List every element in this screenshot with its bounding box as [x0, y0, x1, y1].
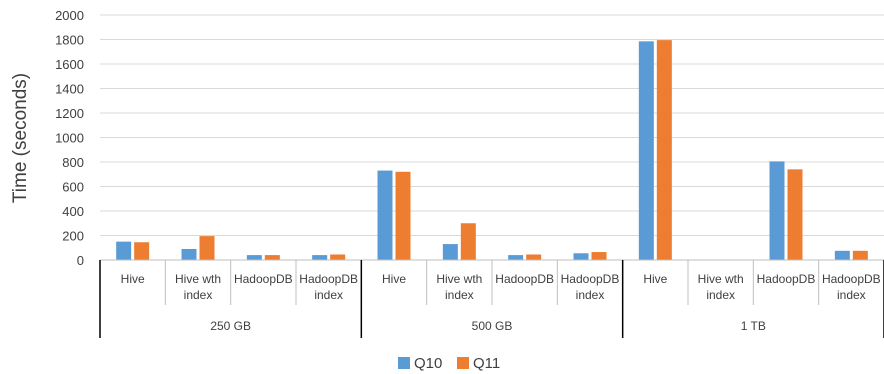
y-axis-ticks: 0 200 400 600 800 1000 1200 1400 1600 1800 2000	[55, 8, 84, 268]
bar-q10	[769, 161, 785, 260]
bar-q10	[834, 250, 850, 260]
bar-q10	[573, 253, 589, 260]
bar-q10	[508, 255, 524, 260]
bar-q11	[199, 236, 215, 260]
x-group-label: 500 GB	[472, 319, 513, 333]
y-tick-label: 0	[77, 253, 84, 268]
x-category-label: HadoopDB	[234, 272, 293, 286]
x-axis: Hive Hive wth index HadoopDB HadoopDB index 25…	[99, 259, 884, 338]
x-category-label: Hive wth index	[698, 272, 744, 302]
bar-q10	[246, 255, 262, 260]
x-category-label: Hive	[643, 272, 667, 286]
legend-swatch-q10	[398, 357, 410, 369]
y-tick-label: 1200	[55, 106, 84, 121]
y-axis-label: Time (seconds)	[10, 73, 31, 203]
y-tick-label: 1600	[55, 57, 84, 72]
bar-q10	[312, 255, 328, 260]
y-tick-label: 1000	[55, 131, 84, 146]
y-tick-label: 1800	[55, 33, 84, 48]
y-tick-label: 800	[62, 155, 84, 170]
bar-q10	[377, 170, 393, 260]
x-category-label: Hive wth index	[436, 272, 482, 302]
legend: Q10 Q11	[398, 355, 500, 372]
y-tick-label: 2000	[55, 8, 84, 23]
y-tick-label: 1400	[55, 82, 84, 97]
bar-q10	[638, 41, 654, 261]
y-tick-label: 400	[62, 204, 84, 219]
x-category-label: Hive	[121, 272, 145, 286]
y-tick-label: 200	[62, 229, 84, 244]
y-tick-label: 600	[62, 180, 84, 195]
bar-q11	[134, 242, 150, 260]
bars	[116, 40, 868, 261]
bar-q10	[181, 248, 197, 260]
bar-q10	[442, 244, 458, 260]
x-category-label: HadoopDB	[757, 272, 816, 286]
bar-q11	[526, 254, 542, 260]
gridlines	[100, 14, 884, 261]
x-category-label: HadoopDB index	[822, 272, 881, 302]
x-category-label: Hive	[382, 272, 406, 286]
bar-q11	[591, 252, 607, 260]
bar-q10	[116, 241, 132, 260]
bar-q11	[330, 254, 346, 260]
x-category-label: HadoopDB index	[561, 272, 620, 302]
x-category-label: HadoopDB	[495, 272, 554, 286]
x-group-label: 250 GB	[210, 319, 251, 333]
x-category-label: Hive wth index	[175, 272, 221, 302]
legend-swatch-q11	[457, 357, 469, 369]
legend-label-q11: Q11	[473, 355, 500, 372]
bar-q11	[656, 40, 672, 260]
bar-q11	[395, 171, 411, 260]
bar-q11	[264, 255, 280, 260]
x-group-label: 1 TB	[741, 319, 766, 333]
bar-q11	[852, 250, 868, 260]
x-category-label: HadoopDB index	[299, 272, 358, 302]
bar-q11	[460, 223, 476, 260]
bar-q11	[787, 169, 803, 260]
legend-label-q10: Q10	[414, 355, 442, 372]
